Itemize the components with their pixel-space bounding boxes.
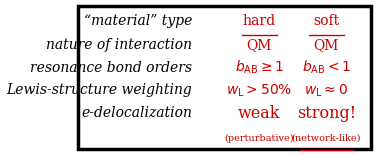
Text: $w_{\mathrm{L}} > 50\%$: $w_{\mathrm{L}} > 50\%$ bbox=[226, 82, 292, 99]
Text: QM: QM bbox=[314, 38, 339, 52]
Text: (network-like): (network-like) bbox=[291, 134, 361, 143]
Text: e-delocalization: e-delocalization bbox=[81, 106, 192, 120]
Text: (perturbative): (perturbative) bbox=[224, 134, 294, 143]
Text: $w_{\mathrm{L}} \approx 0$: $w_{\mathrm{L}} \approx 0$ bbox=[304, 82, 348, 99]
Text: strong!: strong! bbox=[297, 105, 356, 122]
Text: weak: weak bbox=[238, 105, 280, 122]
Text: resonance bond orders: resonance bond orders bbox=[30, 61, 192, 75]
Text: $b_{\mathrm{AB}} \geq 1$: $b_{\mathrm{AB}} \geq 1$ bbox=[234, 59, 284, 76]
Text: nature of interaction: nature of interaction bbox=[46, 38, 192, 52]
Text: soft: soft bbox=[313, 14, 339, 28]
FancyBboxPatch shape bbox=[77, 6, 370, 149]
Text: Lewis-structure weighting: Lewis-structure weighting bbox=[6, 83, 192, 97]
Text: $b_{\mathrm{AB}} < 1$: $b_{\mathrm{AB}} < 1$ bbox=[302, 59, 351, 76]
Text: hard: hard bbox=[243, 14, 276, 28]
Text: QM: QM bbox=[246, 38, 272, 52]
Text: “material” type: “material” type bbox=[84, 14, 192, 28]
